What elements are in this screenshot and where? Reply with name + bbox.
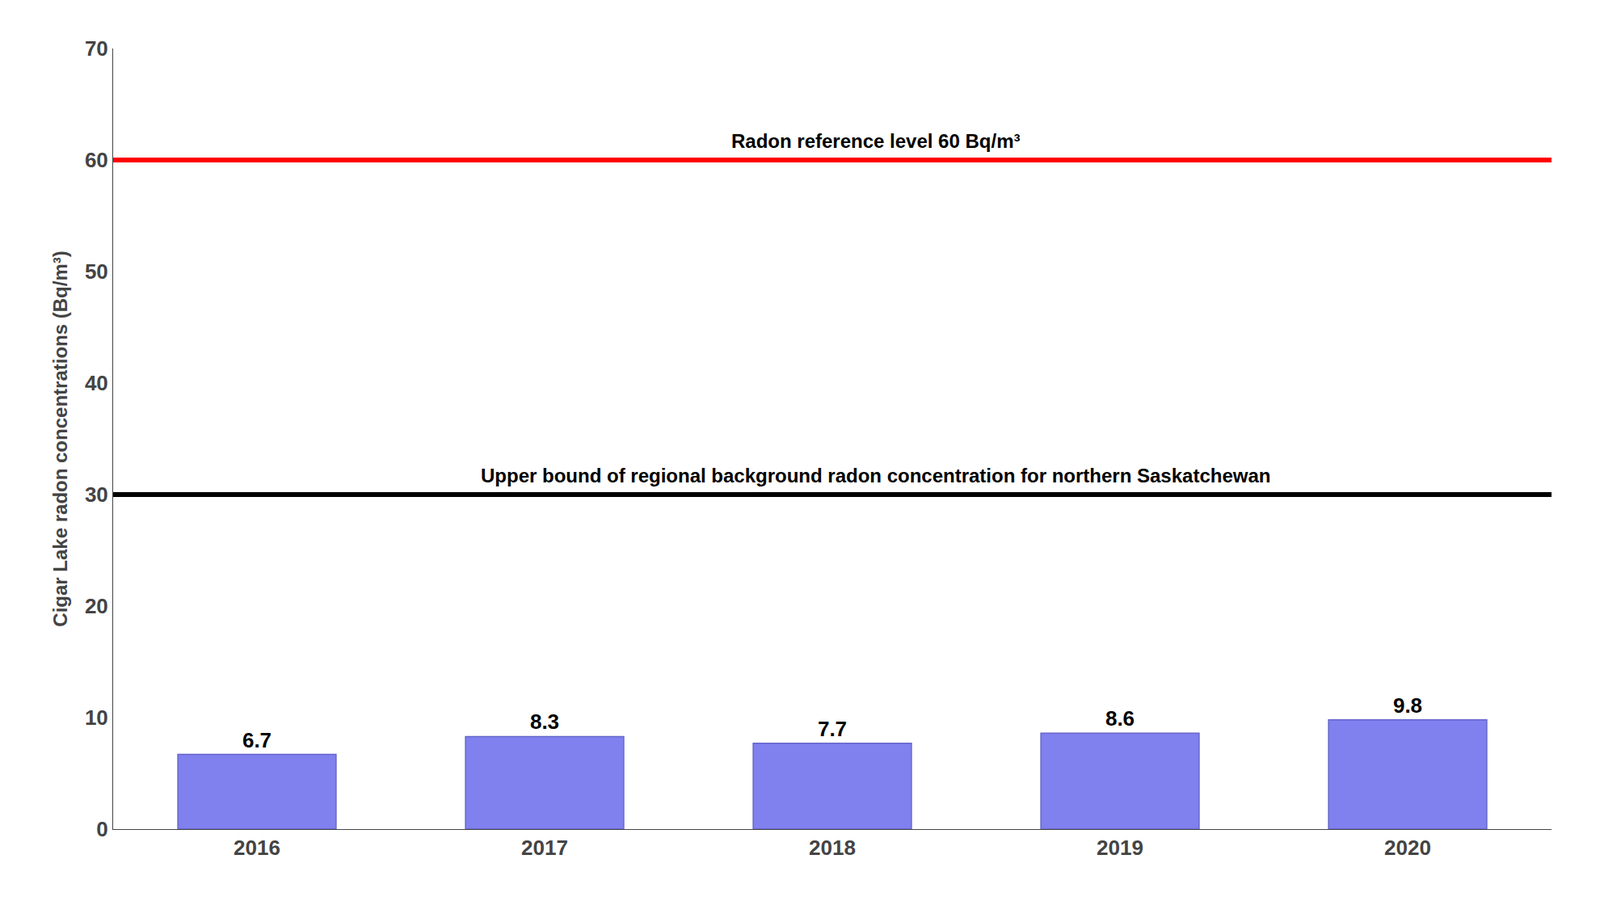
svg-text:50: 50: [84, 259, 109, 284]
svg-text:2018: 2018: [808, 835, 856, 860]
svg-text:7.7: 7.7: [817, 716, 847, 742]
svg-text:Cigar Lake radon concentration: Cigar Lake radon concentrations (Bq/m³): [49, 250, 72, 627]
svg-text:30: 30: [84, 482, 109, 507]
svg-text:20: 20: [84, 593, 109, 619]
svg-text:40: 40: [84, 370, 109, 396]
svg-text:Radon reference level 60 Bq/m³: Radon reference level 60 Bq/m³: [731, 130, 1020, 152]
svg-text:2016: 2016: [233, 835, 281, 860]
svg-text:0: 0: [96, 816, 108, 842]
svg-text:60: 60: [84, 147, 109, 173]
svg-text:8.3: 8.3: [530, 709, 560, 734]
svg-text:10: 10: [84, 705, 109, 730]
svg-text:2020: 2020: [1384, 835, 1432, 860]
svg-text:6.7: 6.7: [242, 728, 272, 753]
svg-text:8.6: 8.6: [1105, 706, 1135, 731]
svg-text:2017: 2017: [521, 835, 569, 860]
svg-text:Upper bound of regional backgr: Upper bound of regional background radon…: [480, 464, 1271, 487]
svg-text:70: 70: [84, 36, 109, 61]
svg-text:2019: 2019: [1096, 835, 1144, 860]
svg-text:9.8: 9.8: [1393, 693, 1423, 718]
